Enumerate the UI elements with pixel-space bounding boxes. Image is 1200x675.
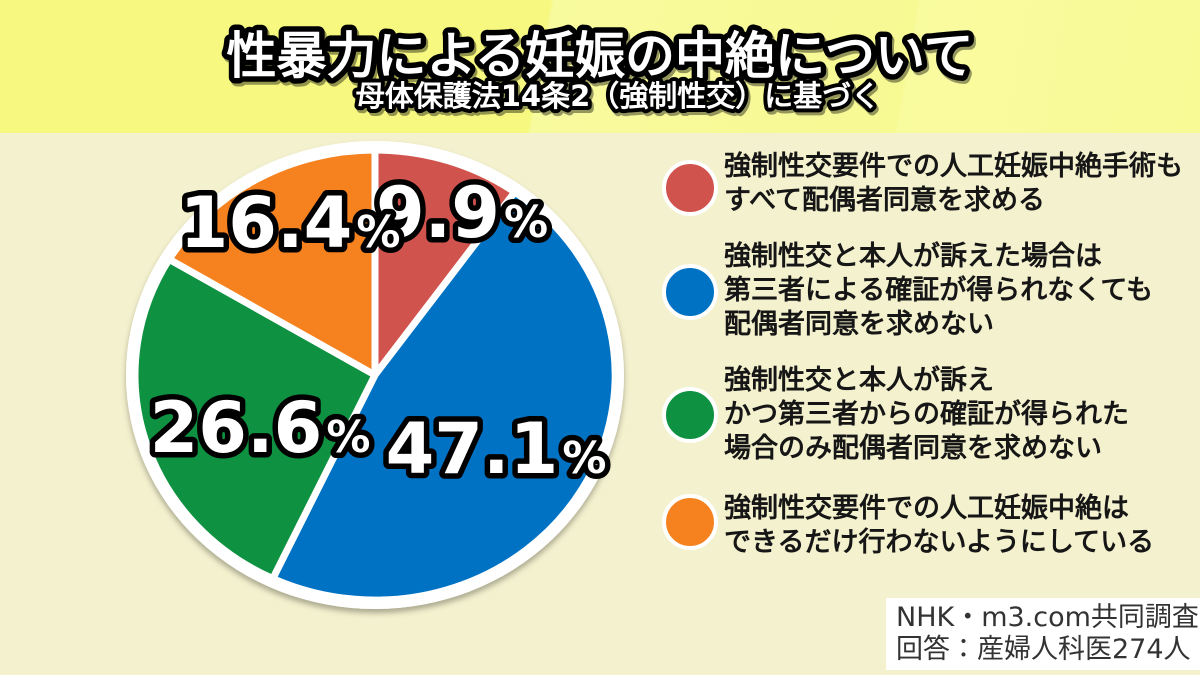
source-box: NHK・m3.com共同調査 回答：産婦人科医274人 xyxy=(886,598,1200,670)
legend-line: 強制性交要件での人工妊娠中絶手術も xyxy=(724,151,1183,182)
legend-line: 強制性交と本人が訴え xyxy=(724,365,994,396)
legend-swatch-blue-icon xyxy=(662,264,718,320)
source-survey: NHK・m3.com共同調査 xyxy=(896,602,1199,633)
legend-line: 強制性交要件での人工妊娠中絶は xyxy=(724,493,1129,524)
legend-line: 第三者による確証が得られなくても xyxy=(724,275,1154,306)
legend-swatch-green-icon xyxy=(662,387,718,443)
legend-swatch-red-icon xyxy=(662,160,718,216)
title-banner xyxy=(0,0,1200,133)
legend-swatch-orange-icon xyxy=(662,494,718,550)
legend-label-red: 強制性交要件での人工妊娠中絶手術も すべて配偶者同意を求める xyxy=(724,150,1194,218)
legend-label-orange: 強制性交要件での人工妊娠中絶は できるだけ行わないようにしている xyxy=(724,492,1194,560)
legend-line: かつ第三者からの確証が得られた xyxy=(724,399,1129,430)
legend-line: できるだけ行わないようにしている xyxy=(724,527,1155,558)
legend-line: 強制性交と本人が訴えた場合は xyxy=(724,241,1102,272)
legend-label-blue: 強制性交と本人が訴えた場合は 第三者による確証が得られなくても 配偶者同意を求め… xyxy=(724,240,1194,342)
legend-label-green: 強制性交と本人が訴え かつ第三者からの確証が得られた 場合のみ配偶者同意を求めな… xyxy=(724,364,1194,466)
source-respondents: 回答：産婦人科医274人 xyxy=(896,634,1191,665)
legend-line: 配偶者同意を求めない xyxy=(724,309,994,340)
legend-line: 場合のみ配偶者同意を求めない xyxy=(724,433,1102,464)
legend-line: すべて配偶者同意を求める xyxy=(724,185,1046,216)
